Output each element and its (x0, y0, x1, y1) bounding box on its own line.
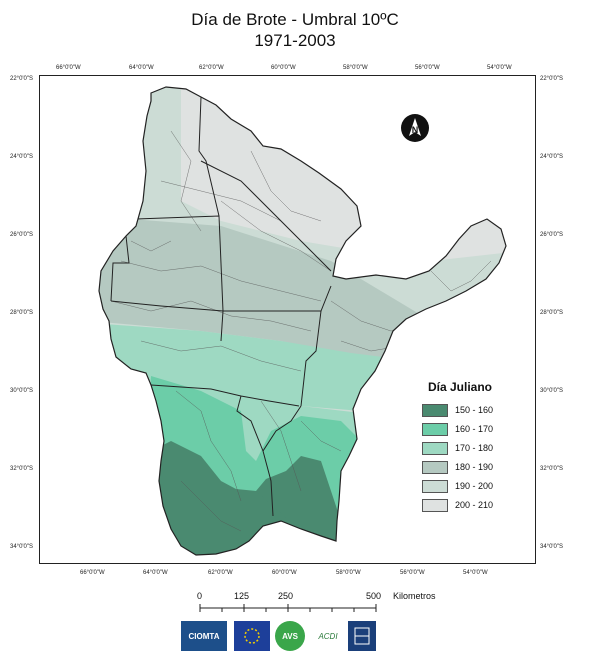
right-tick: 22°0'0"S (540, 76, 564, 82)
bottom-tick: 60°0'0"W (272, 570, 297, 576)
legend-swatch (422, 403, 448, 417)
legend-swatch (422, 479, 448, 493)
top-tick: 56°0'0"W (415, 65, 440, 71)
avs-logo: AVS (275, 621, 305, 651)
legend-label: 150 - 160 (455, 405, 494, 415)
legend-item: 170 - 180 (422, 441, 493, 455)
right-tick: 26°0'0"S (540, 232, 564, 238)
scale-label: 125 (234, 591, 250, 601)
top-tick: 66°0'0"W (56, 65, 81, 71)
top-tick: 54°0'0"W (487, 65, 512, 71)
region-outline (98, 86, 507, 556)
legend-label: 160 - 170 (455, 424, 494, 434)
top-tick: 58°0'0"W (343, 65, 368, 71)
top-tick: 60°0'0"W (271, 65, 296, 71)
legend-label: 170 - 180 (455, 443, 494, 453)
map-title: Día de Brote - Umbral 10ºC (191, 10, 399, 29)
top-tick: 64°0'0"W (129, 65, 154, 71)
left-tick: 22°0'0"S (10, 76, 34, 82)
right-tick: 32°0'0"S (540, 466, 564, 472)
bottom-tick: 64°0'0"W (143, 570, 168, 576)
legend-item: 160 - 170 (422, 422, 493, 436)
map-canvas (98, 86, 507, 556)
bottom-tick: 58°0'0"W (336, 570, 361, 576)
legend-item: 180 - 190 (422, 460, 493, 474)
right-tick: 28°0'0"S (540, 310, 564, 316)
bottom-tick: 56°0'0"W (400, 570, 425, 576)
left-tick: 30°0'0"S (10, 388, 34, 394)
scale-label: 500 (366, 591, 382, 601)
legend-swatch (422, 498, 448, 512)
map-frame: N (39, 75, 536, 564)
legend-swatch (422, 441, 448, 455)
legend-item: 200 - 210 (422, 498, 493, 512)
ciomta-logo: CIOMTA (181, 621, 227, 651)
acdi-logo: ACDI (318, 631, 338, 641)
svg-text:N: N (412, 125, 419, 135)
right-tick: 24°0'0"S (540, 154, 564, 160)
left-tick: 26°0'0"S (10, 232, 34, 238)
ministry-emblem-icon (348, 621, 376, 651)
scale-label: 0 (197, 591, 203, 601)
map-subtitle: 1971-2003 (254, 31, 336, 50)
bottom-tick: 62°0'0"W (208, 570, 233, 576)
north-arrow-icon: N (401, 114, 429, 142)
scale-label: 250 (278, 591, 294, 601)
legend-label: 190 - 200 (455, 481, 494, 491)
bottom-tick: 66°0'0"W (80, 570, 105, 576)
right-tick: 34°0'0"S (540, 544, 564, 550)
scale-bar (199, 604, 377, 612)
legend-item: 150 - 160 (422, 403, 493, 417)
legend-title: Día Juliano (428, 380, 493, 394)
left-tick: 24°0'0"S (10, 154, 34, 160)
left-tick: 32°0'0"S (10, 466, 34, 472)
top-tick: 62°0'0"W (199, 65, 224, 71)
legend-swatch (422, 422, 448, 436)
legend-item: 190 - 200 (422, 479, 493, 493)
legend-swatch (422, 460, 448, 474)
scale-unit: Kilometros (393, 591, 436, 601)
legend-label: 180 - 190 (455, 462, 494, 472)
legend-label: 200 - 210 (455, 500, 494, 510)
left-tick: 28°0'0"S (10, 310, 34, 316)
eu-flag-icon (234, 621, 270, 651)
bottom-tick: 54°0'0"W (463, 570, 488, 576)
right-tick: 30°0'0"S (540, 388, 564, 394)
left-tick: 34°0'0"S (10, 544, 34, 550)
